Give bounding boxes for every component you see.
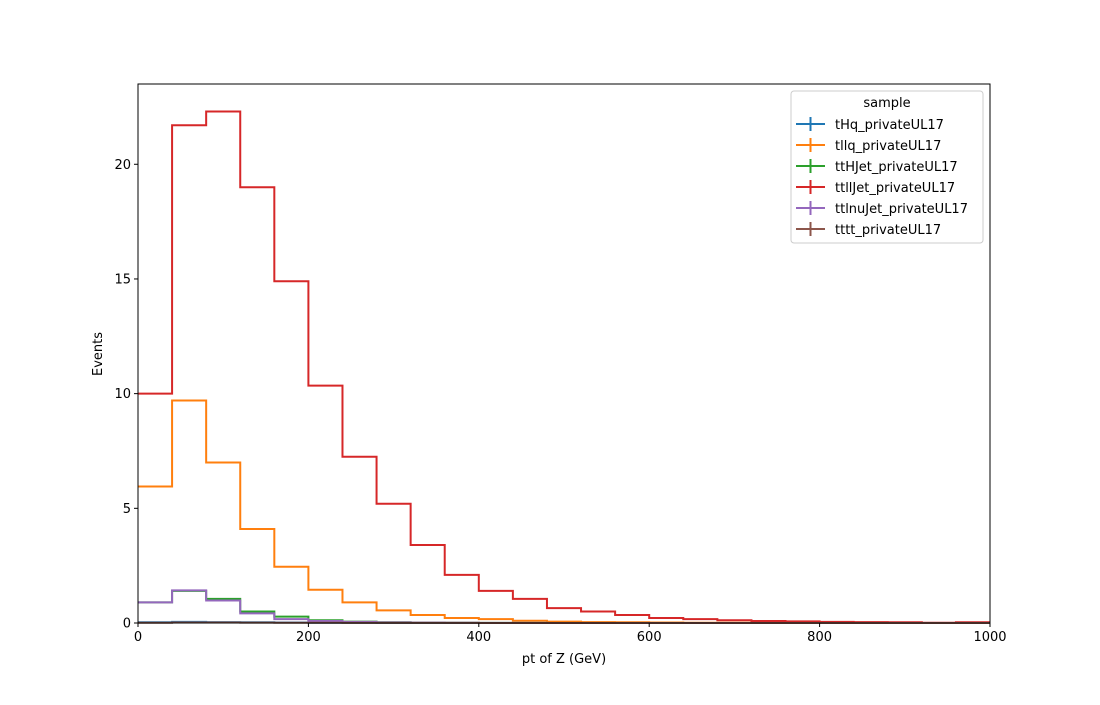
- series-line-2: [138, 591, 990, 623]
- legend-title: sample: [863, 96, 910, 111]
- legend-label: ttHJet_privateUL17: [835, 160, 958, 175]
- x-tick-label: 800: [807, 630, 832, 645]
- y-tick-label: 0: [123, 617, 131, 632]
- y-axis-label: Events: [91, 332, 106, 376]
- x-axis: 0 200 400 600 800 1000: [134, 623, 1007, 645]
- x-tick-label: 200: [296, 630, 321, 645]
- series-line-4: [138, 590, 990, 623]
- y-tick-label: 10: [114, 387, 131, 402]
- x-tick-label: 1000: [973, 630, 1006, 645]
- legend: sample tHq_privateUL17 tllq_privateUL17tt…: [791, 91, 983, 243]
- y-tick-label: 5: [123, 502, 131, 517]
- y-axis: 0 5 10 15 20: [114, 158, 138, 632]
- series-line-1: [138, 401, 990, 623]
- y-tick-label: 15: [114, 272, 131, 287]
- legend-label: ttlnuJet_privateUL17: [835, 202, 968, 217]
- legend-label: tttt_privateUL17: [835, 223, 941, 238]
- legend-label: tllq_privateUL17: [835, 139, 941, 154]
- x-tick-label: 400: [466, 630, 491, 645]
- x-tick-label: 600: [637, 630, 662, 645]
- x-axis-label: pt of Z (GeV): [522, 652, 606, 667]
- x-tick-label: 0: [134, 630, 142, 645]
- legend-label: ttllJet_privateUL17: [835, 181, 955, 196]
- y-tick-label: 20: [114, 158, 131, 173]
- legend-label: tHq_privateUL17: [835, 118, 944, 133]
